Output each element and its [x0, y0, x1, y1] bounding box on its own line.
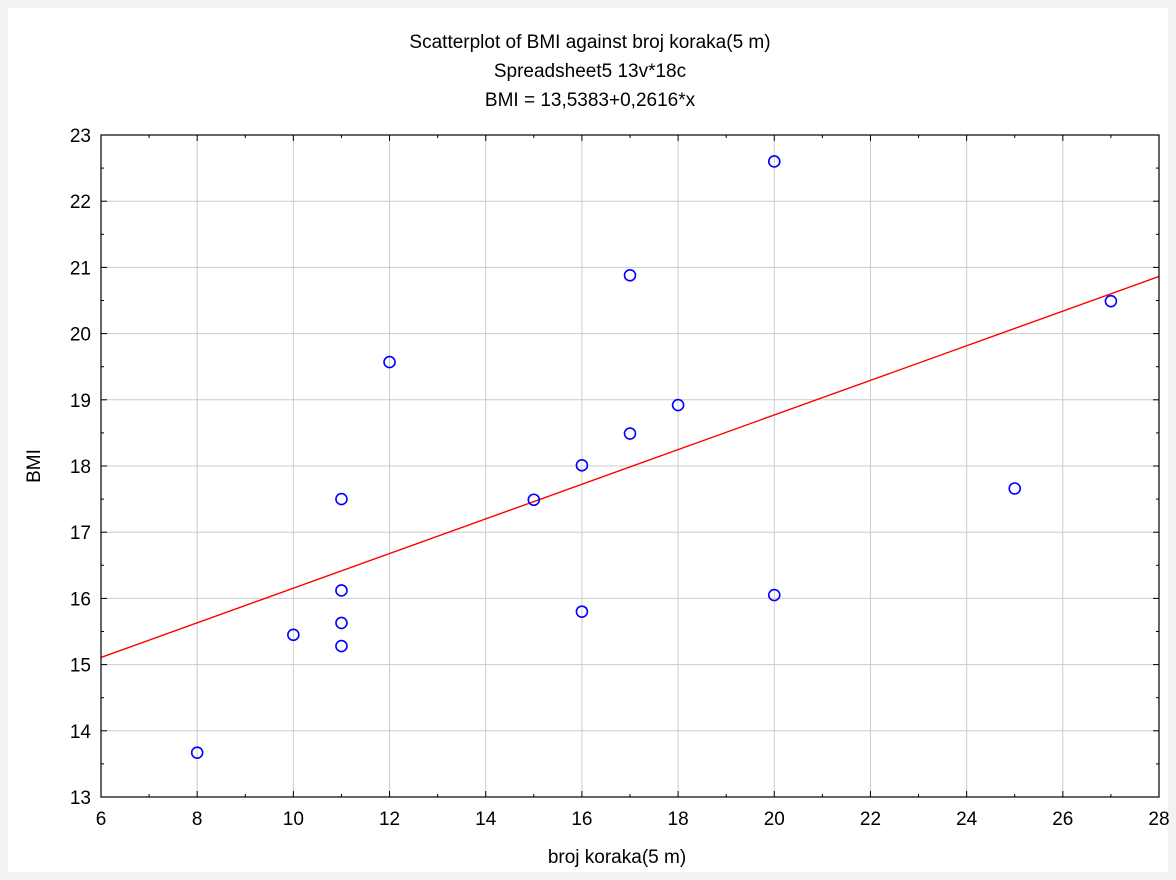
data-point	[527, 493, 541, 507]
data-point	[575, 459, 589, 472]
chart-title: Scatterplot of BMI against broj koraka(5…	[409, 32, 770, 53]
data-point	[623, 269, 637, 282]
x-tick-label: 6	[96, 809, 107, 830]
x-tick-label: 28	[1148, 809, 1169, 830]
x-tick-label: 26	[1052, 809, 1073, 830]
x-tick-label: 10	[283, 809, 304, 830]
x-tick-label: 12	[379, 809, 400, 830]
data-points	[190, 155, 1118, 759]
y-tick-label: 14	[70, 722, 92, 743]
data-point	[335, 616, 348, 630]
data-point	[383, 355, 396, 369]
y-axis-label: BMI	[24, 449, 45, 483]
data-point	[767, 155, 781, 168]
data-point	[1104, 294, 1118, 308]
data-point	[671, 398, 685, 412]
y-tick-label: 20	[70, 325, 91, 346]
tick-labels: 6 8 10 12 14 16 18 20 22 24 26 28 13 14 15 16 17 18 19 20 21…	[70, 126, 1170, 830]
x-tick-label: 16	[571, 809, 592, 830]
x-tick-label: 8	[192, 809, 203, 830]
data-point	[287, 628, 300, 642]
regression-line	[100, 275, 1160, 659]
x-tick-label: 24	[956, 809, 978, 830]
y-tick-label: 16	[70, 589, 91, 610]
y-tick-label: 19	[70, 391, 91, 412]
x-tick-label: 20	[764, 809, 785, 830]
y-tick-label: 22	[70, 192, 91, 213]
regression-equation: BMI = 13,5383+0,2616*x	[485, 90, 696, 111]
data-point	[1008, 482, 1022, 495]
x-tick-label: 14	[475, 809, 497, 830]
x-tick-label: 22	[860, 809, 881, 830]
data-point	[190, 746, 204, 759]
data-point	[335, 584, 348, 597]
y-tick-label: 17	[70, 523, 91, 544]
chart-subtitle: Spreadsheet5 13v*18c	[494, 61, 686, 82]
x-tick-label: 18	[668, 809, 689, 830]
data-point	[575, 605, 589, 618]
grid-lines	[100, 134, 1160, 798]
y-tick-label: 21	[70, 258, 91, 279]
data-point	[767, 588, 781, 602]
y-tick-label: 13	[70, 788, 91, 809]
y-tick-label: 15	[70, 656, 91, 677]
data-point	[335, 639, 348, 653]
data-point	[623, 427, 637, 440]
x-axis-label: broj koraka(5 m)	[548, 847, 686, 868]
y-tick-label: 18	[70, 457, 91, 478]
data-point	[335, 492, 348, 506]
chart-background	[8, 8, 1168, 872]
y-tick-label: 23	[70, 126, 91, 147]
plot-frame	[100, 134, 1160, 798]
